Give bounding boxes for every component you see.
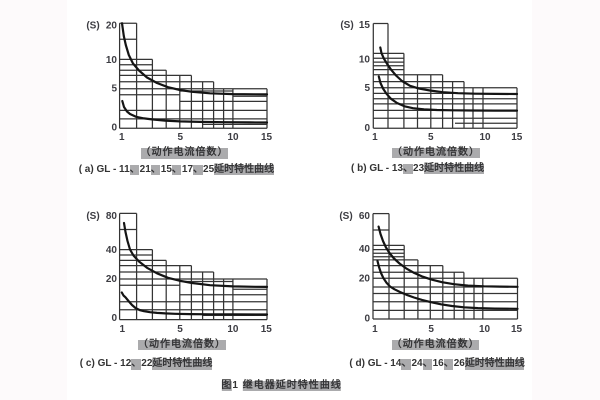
svg-text:20: 20	[359, 274, 371, 285]
svg-text:15: 15	[511, 132, 523, 143]
svg-text:40: 40	[106, 245, 118, 256]
svg-text:10: 10	[106, 55, 118, 66]
svg-text:1: 1	[120, 324, 126, 335]
svg-text:40: 40	[359, 244, 371, 255]
svg-text:10: 10	[227, 132, 239, 143]
svg-text:20: 20	[106, 21, 118, 32]
svg-text:5: 5	[111, 84, 117, 95]
svg-text:10: 10	[479, 324, 491, 335]
svg-text:80: 80	[106, 211, 118, 222]
svg-text:0: 0	[111, 313, 117, 324]
svg-text:0: 0	[364, 314, 370, 325]
svg-text:(S): (S)	[86, 211, 99, 222]
svg-text:10: 10	[479, 132, 491, 143]
svg-text:60: 60	[359, 211, 371, 222]
svg-text:5: 5	[428, 132, 434, 143]
svg-text:15: 15	[511, 324, 523, 335]
svg-text:0: 0	[364, 123, 370, 134]
svg-text:20: 20	[106, 274, 118, 285]
svg-text:5: 5	[178, 132, 184, 143]
svg-text:15: 15	[261, 132, 273, 143]
svg-text:1: 1	[119, 132, 125, 143]
svg-text:(S): (S)	[340, 20, 353, 31]
svg-text:(S): (S)	[339, 211, 352, 222]
svg-text:0: 0	[111, 123, 117, 134]
svg-text:15: 15	[359, 20, 371, 31]
svg-text:5: 5	[177, 324, 183, 335]
svg-text:1: 1	[372, 132, 378, 143]
svg-text:15: 15	[261, 324, 273, 335]
svg-text:10: 10	[359, 54, 371, 65]
svg-text:5: 5	[364, 83, 370, 94]
svg-text:(S): (S)	[86, 21, 99, 32]
svg-text:10: 10	[227, 324, 239, 335]
svg-text:5: 5	[428, 324, 434, 335]
svg-text:1: 1	[372, 324, 378, 335]
